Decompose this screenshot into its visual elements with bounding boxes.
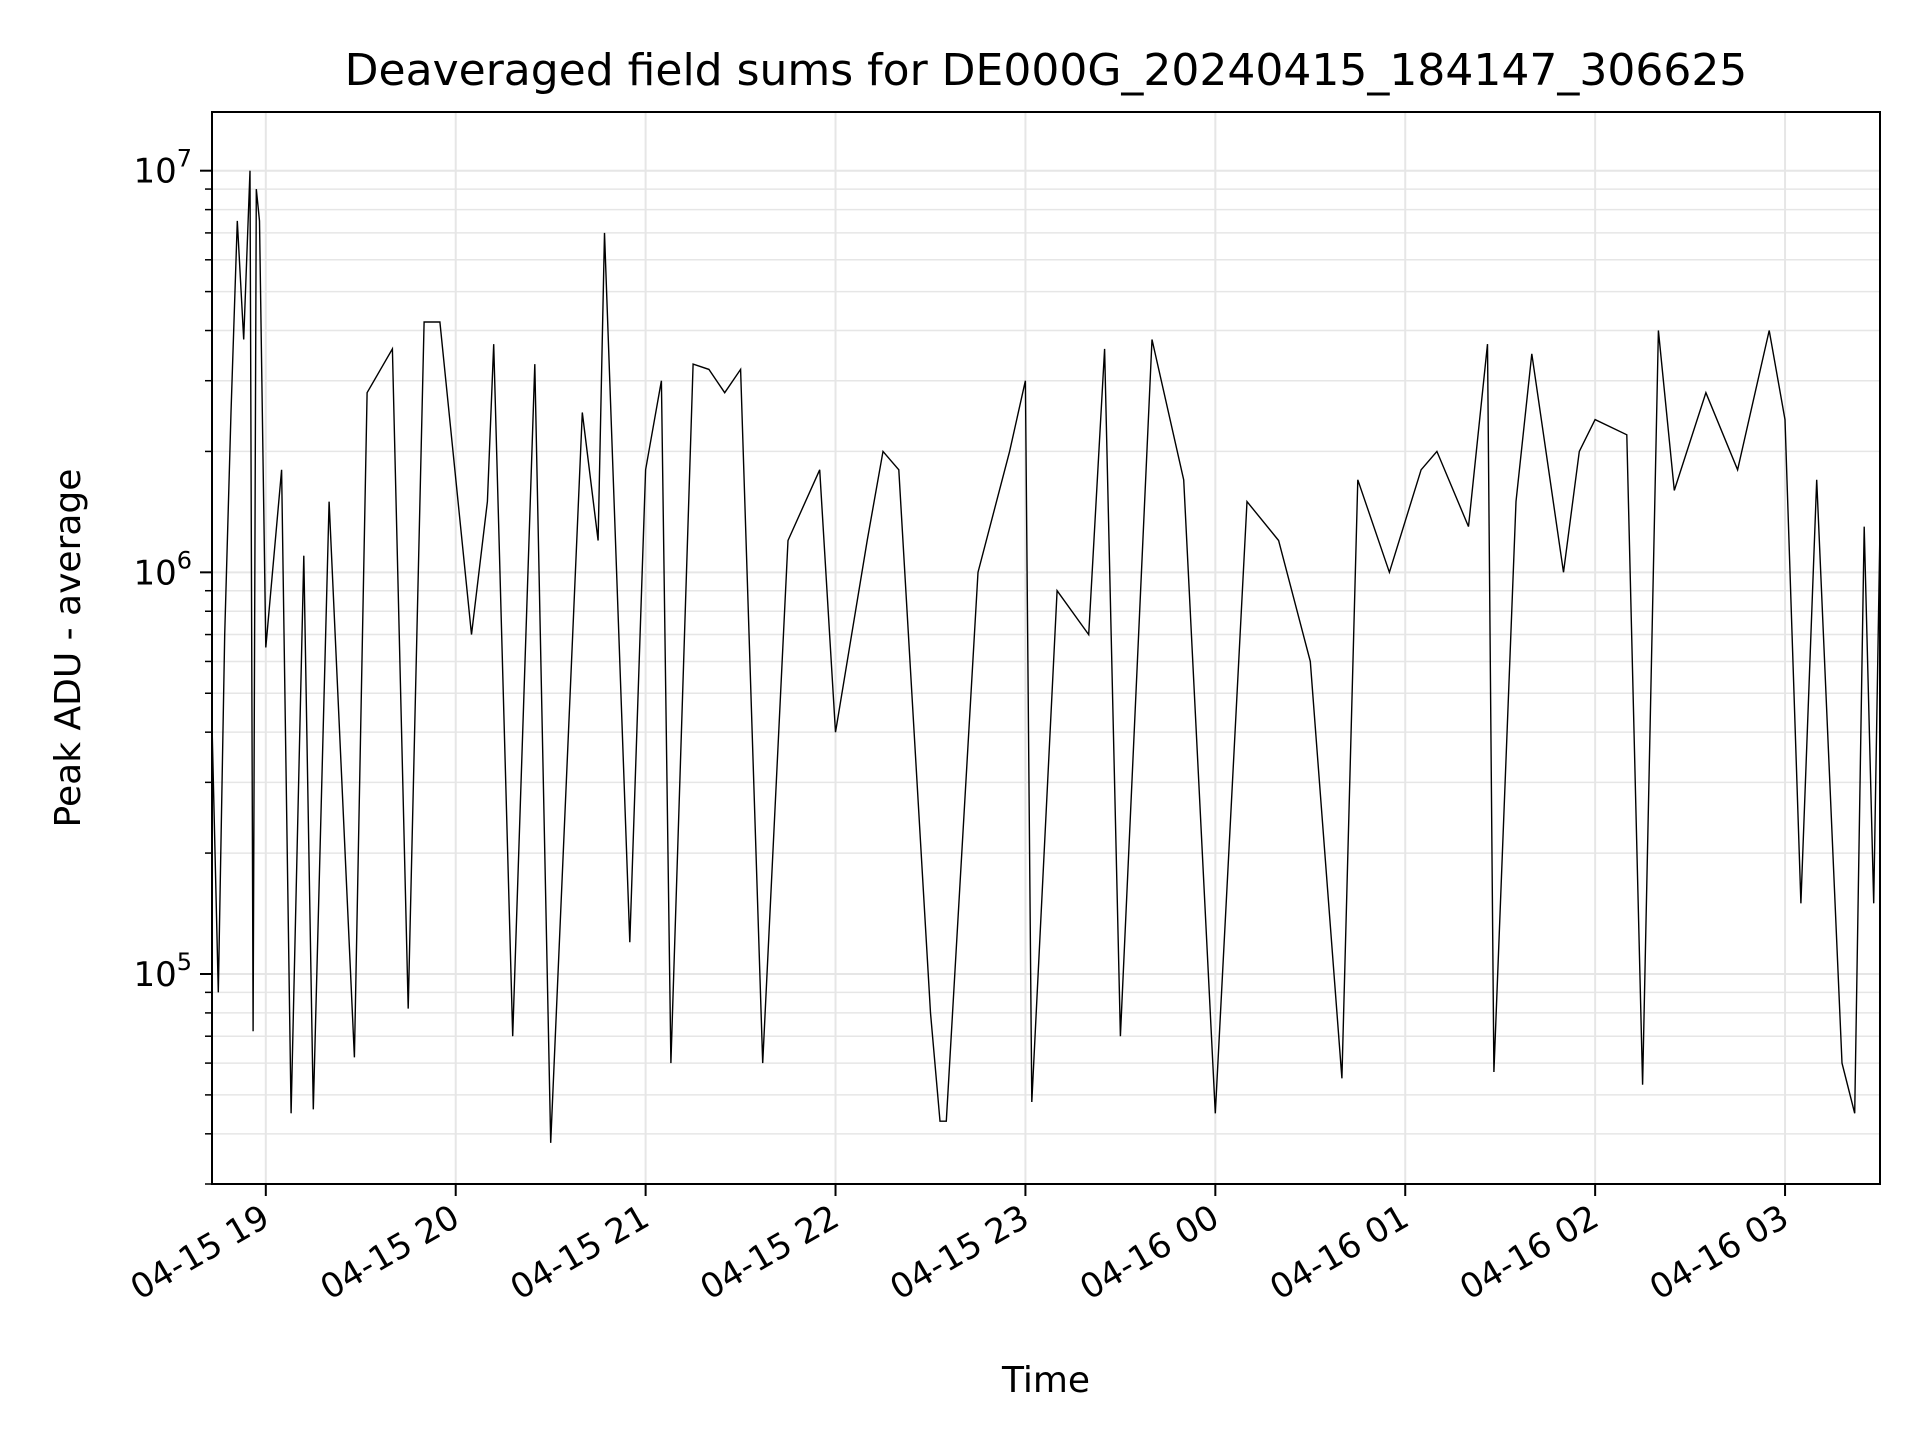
y-tick-label: 106 [133,546,192,593]
series-line-0 [211,170,1881,1143]
y-axis-label: Peak ADU - average [48,469,89,828]
x-axis-label: Time [1001,1360,1090,1401]
y-tick-label: 105 [133,948,192,995]
chart-title: Deaveraged field sums for DE000G_2024041… [345,45,1748,96]
grid [212,112,1880,1185]
plot-frame [211,111,1881,1185]
y-axis: 105 106 107 [133,145,212,1185]
y-tick-label: 107 [133,145,192,192]
data-series [211,170,1881,1143]
